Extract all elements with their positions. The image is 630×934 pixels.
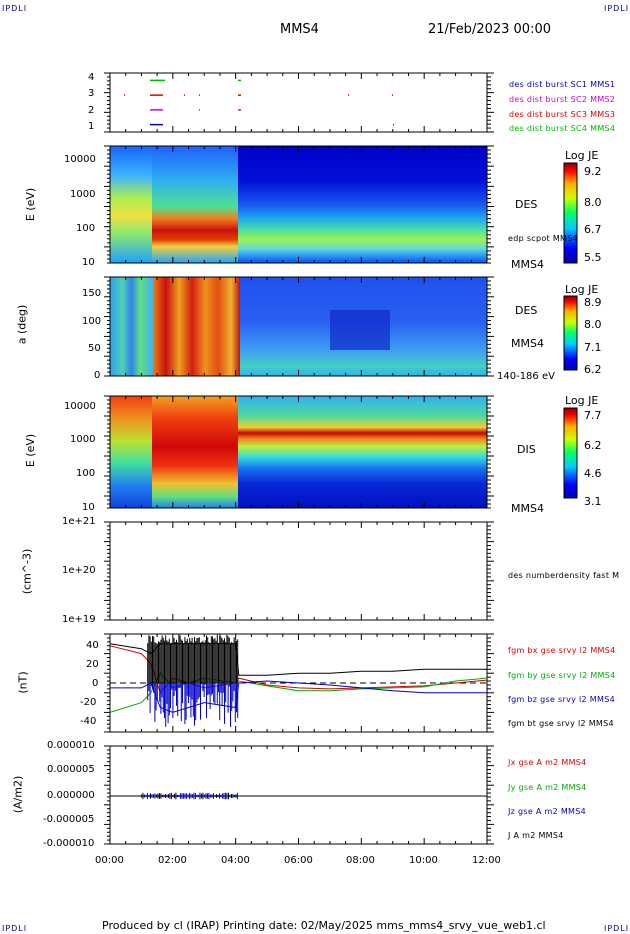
dis-ytick-1000: 1000 xyxy=(70,434,95,445)
dis-bottom-label: MMS4 xyxy=(511,502,544,515)
xtick-0800: 08:00 xyxy=(346,855,375,866)
burst-ytick-1: 1 xyxy=(88,121,94,132)
field-ylabel: (nT) xyxy=(17,671,30,693)
xtick-1000: 10:00 xyxy=(409,855,438,866)
burst-ytick-3: 3 xyxy=(88,88,94,99)
footer-text: Produced by cl (IRAP) Printing date: 02/… xyxy=(102,919,546,932)
field-ytick-m40: -40 xyxy=(80,716,96,727)
dens-ytick-1e21: 1e+21 xyxy=(62,516,96,527)
cur-ytick-3: 0.000000 xyxy=(47,790,95,801)
pitch-cb-title: Log JE xyxy=(565,283,598,296)
cur-ytick-5: -0.000010 xyxy=(43,838,94,849)
des-e-ytick-10: 10 xyxy=(82,257,95,268)
dis-cb-tick-3: 4.6 xyxy=(584,467,602,480)
dis-cb-tick-1: 7.7 xyxy=(584,409,602,422)
burst-ytick-4: 4 xyxy=(88,72,94,83)
field-legend-bt: fgm bt gse srvy l2 MMS4 xyxy=(508,719,614,728)
pitch-label: DES xyxy=(515,304,537,317)
cur-ytick-1: 0.000010 xyxy=(47,740,95,751)
des-e-label: DES xyxy=(515,198,537,211)
burst-legend-3: des dist burst SC3 MMS3 xyxy=(509,110,615,119)
des-e-cb-tick-3: 6.7 xyxy=(584,223,602,236)
pitch-ytick-0: 0 xyxy=(94,370,100,381)
des-e-ytick-10000: 10000 xyxy=(64,154,96,165)
dens-ytick-1e20: 1e+20 xyxy=(62,565,96,576)
des-e-cb-tick-2: 8.0 xyxy=(584,196,602,209)
cur-legend-jz: Jz gse A m2 MMS4 xyxy=(508,807,586,816)
dens-ytick-1e19: 1e+19 xyxy=(62,614,96,625)
current-panel xyxy=(110,746,487,844)
pitch-ytick-150: 150 xyxy=(82,288,101,299)
des-energy-colorbar xyxy=(564,163,577,263)
dis-ytick-10000: 10000 xyxy=(64,401,96,412)
des-e-cb-tick-4: 5.5 xyxy=(584,251,602,264)
field-legend-bx: fgm bx gse srvy l2 MMS4 xyxy=(508,646,616,655)
des-energy-panel xyxy=(110,146,487,263)
dens-ylabel: (cm^-3) xyxy=(20,549,33,595)
xtick-0400: 04:00 xyxy=(221,855,250,866)
field-legend-by: fgm by gse srvy l2 MMS4 xyxy=(508,671,616,680)
field-panel xyxy=(110,634,487,732)
pitch-ytick-100: 100 xyxy=(82,316,101,327)
xtick-0600: 06:00 xyxy=(284,855,313,866)
field-ytick-40: 40 xyxy=(86,640,99,651)
des-e-ytick-100: 100 xyxy=(76,223,95,234)
pitch-bottom-label: 140-186 eV xyxy=(497,371,555,382)
dis-ytick-100: 100 xyxy=(76,468,95,479)
field-ytick-20: 20 xyxy=(86,659,99,670)
dis-energy-colorbar xyxy=(564,408,577,498)
dis-label: DIS xyxy=(517,443,536,456)
cur-legend-j: J A m2 MMS4 xyxy=(508,831,564,840)
cur-legend-jx: Jx gse A m2 MMS4 xyxy=(508,758,587,767)
des-pitch-colorbar xyxy=(564,296,577,370)
xtick-1200: 12:00 xyxy=(472,855,501,866)
dens-legend: des numberdensity fast M xyxy=(508,571,619,580)
dis-energy-panel xyxy=(110,396,487,508)
field-legend-bz: fgm bz gse srvy l2 MMS4 xyxy=(508,695,615,704)
pitch-ytick-50: 50 xyxy=(88,343,101,354)
des-e-ylabel: E (eV) xyxy=(24,188,37,221)
dis-ytick-10: 10 xyxy=(82,502,95,513)
pitch-cb-tick-1: 8.9 xyxy=(584,296,602,309)
xtick-0200: 02:00 xyxy=(158,855,187,866)
cur-ytick-2: 0.000005 xyxy=(47,764,95,775)
burst-legend-1: des dist burst SC1 MMS1 xyxy=(509,80,615,89)
field-ytick-m20: -20 xyxy=(80,697,96,708)
dis-cb-tick-2: 6.2 xyxy=(584,439,602,452)
density-panel xyxy=(110,522,487,620)
pitch-cb-tick-4: 6.2 xyxy=(584,363,602,376)
cur-legend-jy: Jy gse A m2 MMS4 xyxy=(508,783,587,792)
pitch-ylabel: a (deg) xyxy=(15,305,28,345)
des-e-bottom-label: MMS4 xyxy=(511,258,544,271)
pitch-cb-tick-2: 8.0 xyxy=(584,318,602,331)
cur-ylabel: (A/m2) xyxy=(11,776,24,814)
pitch-cb-tick-3: 7.1 xyxy=(584,341,602,354)
des-e-cb-tick-1: 9.2 xyxy=(584,165,602,178)
burst-panel xyxy=(110,73,487,132)
burst-legend-4: des dist burst SC4 MMS4 xyxy=(509,124,615,133)
xtick-0000: 00:00 xyxy=(95,855,124,866)
des-e-note: edp scpot MMS4 xyxy=(508,234,578,243)
dis-cb-tick-4: 3.1 xyxy=(584,495,602,508)
field-ytick-0: 0 xyxy=(92,678,98,689)
pitch-label-2: MMS4 xyxy=(511,337,544,350)
burst-legend-2: des dist burst SC2 MMS2 xyxy=(509,95,615,104)
dis-cb-title: Log JE xyxy=(565,394,598,407)
des-pitch-panel xyxy=(110,277,487,376)
des-e-ytick-1000: 1000 xyxy=(70,189,95,200)
dis-ylabel: E (eV) xyxy=(24,434,37,467)
burst-ytick-2: 2 xyxy=(88,105,94,116)
cur-ytick-4: -0.000005 xyxy=(43,814,94,825)
des-e-cb-title: Log JE xyxy=(565,149,598,162)
